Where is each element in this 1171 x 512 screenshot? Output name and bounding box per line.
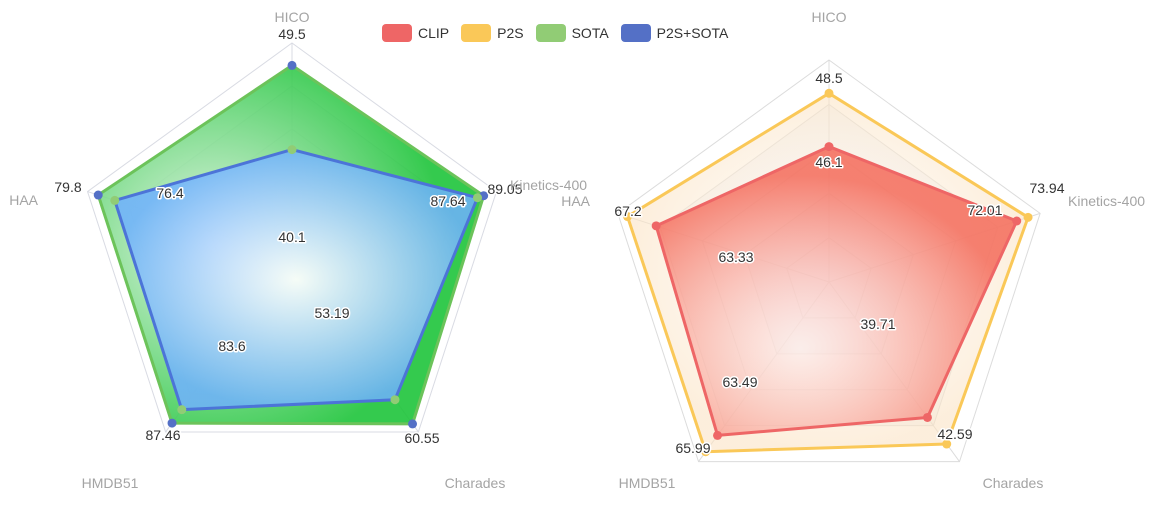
value-label-p2s-sota-haa: 79.8 — [54, 179, 81, 195]
value-label-sota-kinetics-400: 87.64 — [430, 193, 465, 209]
axis-label-charades: Charades — [983, 475, 1044, 491]
value-label-sota-hmdb51: 83.6 — [218, 338, 245, 354]
value-label-p2s-sota-kinetics-400: 89.05 — [487, 181, 522, 197]
axis-label-hico: HICO — [812, 9, 847, 25]
series-area-sota — [113, 148, 480, 412]
axis-label-haa: HAA — [561, 193, 590, 209]
legend-swatch-sota — [535, 24, 566, 42]
point-p2s-hmdb51[interactable] — [701, 447, 711, 457]
point-sota-hico[interactable] — [287, 145, 297, 155]
legend-item-p2s-sota[interactable]: P2S+SOTA — [620, 24, 729, 42]
point-p2s-sota-hmdb51[interactable] — [167, 418, 177, 428]
grid-ring — [617, 59, 1041, 463]
point-p2s-charades[interactable] — [942, 439, 952, 449]
legend-item-p2s[interactable]: P2S — [461, 24, 524, 42]
value-label-sota-hico: 40.1 — [278, 229, 305, 245]
value-label-p2s-hmdb51: 65.99 — [675, 440, 710, 456]
value-label-sota-charades: 53.19 — [314, 305, 349, 321]
point-p2s-sota-haa[interactable] — [93, 190, 103, 200]
legend-item-sota[interactable]: SOTA — [535, 24, 609, 42]
series-points-left: 49.5 89.05 60.55 87.46 79.8 40.1 87.64 53.19 83.… — [53, 25, 524, 448]
value-label-clip-hico: 46.1 — [815, 154, 842, 170]
point-sota-charades[interactable] — [390, 395, 400, 405]
value-label-clip-hmdb51: 63.49 — [722, 374, 757, 390]
point-p2s-sota-charades[interactable] — [408, 419, 418, 429]
point-p2s-haa[interactable] — [622, 212, 632, 222]
chart-legend: CLIP P2S SOTA P2S+SOTA — [382, 24, 728, 42]
point-p2s-sota-hico[interactable] — [287, 60, 297, 70]
legend-label-clip: CLIP — [418, 25, 450, 41]
value-label-p2s-kinetics-400: 73.94 — [1029, 180, 1064, 196]
point-p2s-hico[interactable] — [824, 88, 834, 98]
axis-label-hmdb51: HMDB51 — [82, 475, 139, 491]
series-area-clip — [654, 145, 1019, 437]
value-label-clip-kinetics-400: 72.01 — [967, 202, 1002, 218]
point-clip-kinetics-400[interactable] — [1012, 216, 1022, 226]
axis-label-haa: HAA — [9, 192, 38, 208]
value-label-p2s-charades: 42.59 — [937, 426, 972, 442]
axis-label-kinetics-400: Kinetics-400 — [510, 177, 587, 193]
axis-label-hmdb51: HMDB51 — [619, 475, 676, 491]
legend-swatch-p2s-sota — [620, 24, 651, 42]
axis-label-hico: HICO — [275, 9, 310, 25]
legend-label-p2s: P2S — [497, 25, 524, 41]
legend-label-p2s-sota: P2S+SOTA — [656, 25, 729, 41]
value-label-p2s-haa: 67.2 — [614, 203, 641, 219]
series-points-right: 48.5 73.94 42.59 65.99 67.2 46.1 72.01 39.71 63.… — [613, 69, 1066, 458]
grid-ring — [86, 42, 498, 433]
value-label-p2s-hico: 48.5 — [815, 70, 842, 86]
point-clip-hmdb51[interactable] — [713, 430, 723, 440]
point-p2s-kinetics-400[interactable] — [1023, 212, 1033, 222]
axis-label-kinetics-400: Kinetics-400 — [1068, 193, 1145, 209]
point-clip-haa[interactable] — [651, 221, 661, 231]
value-label-clip-haa: 63.33 — [718, 249, 753, 265]
legend-swatch-p2s — [461, 24, 492, 42]
legend-swatch-clip — [382, 24, 412, 42]
value-label-p2s-sota-hmdb51: 87.46 — [145, 427, 180, 443]
point-clip-charades[interactable] — [922, 412, 932, 422]
value-label-clip-charades: 39.71 — [860, 316, 895, 332]
axis-label-charades: Charades — [445, 475, 506, 491]
point-clip-hico[interactable] — [824, 142, 834, 152]
radar-chart-right: 48.5 73.94 42.59 65.99 67.2 46.1 72.01 39.71 63.… — [561, 9, 1145, 491]
radar-chart-left: 49.5 89.05 60.55 87.46 79.8 40.1 87.64 53.19 83.… — [9, 9, 587, 491]
value-label-p2s-sota-hico: 49.5 — [278, 26, 305, 42]
legend-item-clip[interactable]: CLIP — [382, 24, 449, 42]
point-sota-kinetics-400[interactable] — [473, 193, 483, 203]
value-label-sota-haa: 76.4 — [156, 185, 183, 201]
legend-label-sota: SOTA — [571, 25, 609, 41]
point-sota-haa[interactable] — [110, 195, 120, 205]
value-label-p2s-sota-charades: 60.55 — [404, 430, 439, 446]
point-sota-hmdb51[interactable] — [177, 405, 187, 415]
